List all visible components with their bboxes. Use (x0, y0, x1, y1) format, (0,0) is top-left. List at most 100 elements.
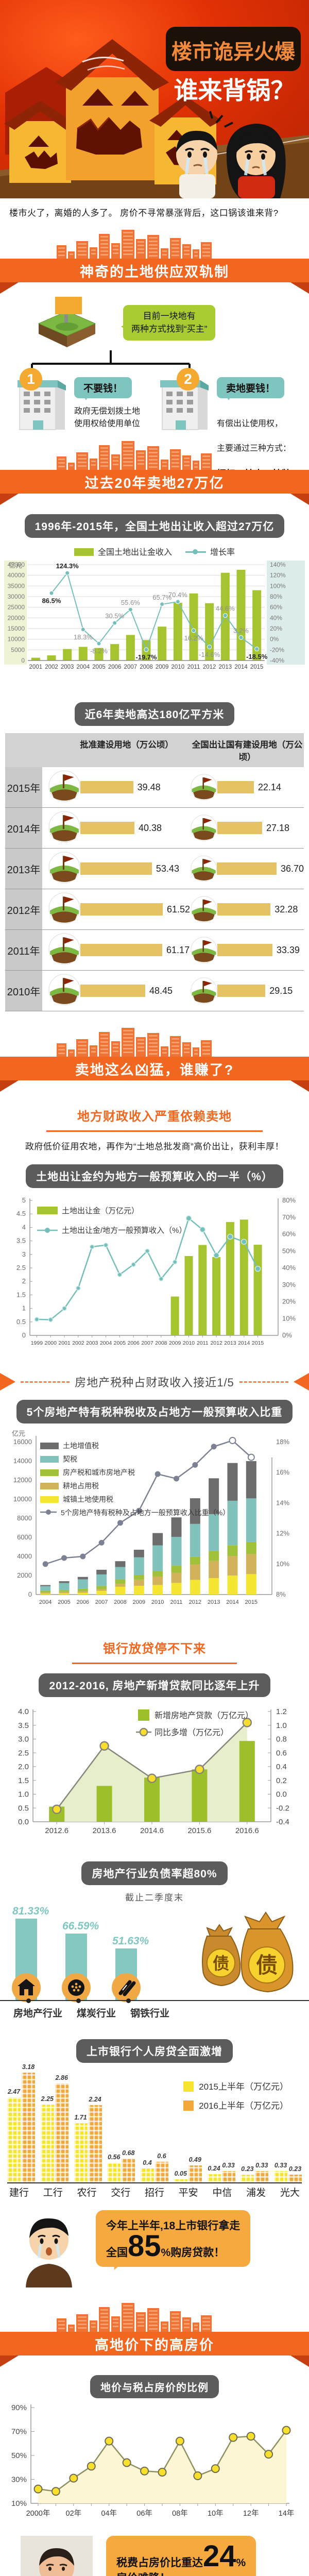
xu-row: 许家印 税费占房价比重达24% 房价难降！ (21, 2536, 309, 2576)
svg-text:2009: 2009 (156, 664, 169, 670)
banner-20-years: 过去20年卖地27万亿 (0, 438, 309, 506)
svg-text:2011: 2011 (170, 1599, 183, 1605)
bubble-85: 今年上半年,18上市银行拿走 全国85%购房贷款！ (96, 2210, 251, 2267)
land-table-row: 2013年 53.43 36.70 (5, 849, 304, 889)
svg-text:18.3%: 18.3% (74, 633, 93, 641)
land-flag-icon (191, 815, 217, 841)
bank-name: 招行 (144, 2188, 164, 2198)
svg-text:2015: 2015 (245, 1599, 258, 1605)
debt-label: 煤炭行业 (77, 2008, 116, 2019)
svg-text:0: 0 (21, 657, 25, 664)
svg-text:35000: 35000 (8, 582, 25, 589)
svg-text:4.0: 4.0 (18, 1707, 29, 1716)
loans-chart: 0.0 0.5 1.0 1.5 2.0 2.5 3.0 3.5 4.0 -0.4 -0.2 0.0 0.… (18, 1707, 289, 1835)
banner-who-profits: 卖地这么凶猛，谁赚了? (0, 1025, 309, 1093)
intro-paragraph: 楼市火了，离婚的人多了。 房价不寻常暴涨背后，这口锅该谁来背? (9, 208, 279, 218)
svg-text:-0.2: -0.2 (276, 1804, 289, 1812)
land-flag-icon (191, 937, 217, 963)
tax-divider: 房地产税种占财政收入接近1/5 (0, 1373, 309, 1391)
svg-text:0.6: 0.6 (276, 1749, 287, 1757)
svg-text:04年: 04年 (101, 2509, 117, 2518)
svg-text:90%: 90% (11, 2403, 27, 2412)
svg-text:2003: 2003 (86, 1340, 98, 1346)
svg-text:2001: 2001 (29, 664, 43, 670)
svg-text:2015.6: 2015.6 (187, 1826, 211, 1835)
svg-text:2.0: 2.0 (18, 1762, 29, 1771)
svg-text:2016.6: 2016.6 (235, 1826, 259, 1835)
banner-title: 卖地这么凶猛，谁赚了? (75, 1062, 234, 1078)
option-2-bubble: 卖地要钱！ (217, 377, 285, 400)
svg-text:06年: 06年 (136, 2509, 152, 2518)
svg-text:80%: 80% (270, 593, 282, 600)
svg-text:10000: 10000 (8, 636, 25, 643)
chart4-title: 2012-2016, 房地产新增贷款同比逐年上升 (39, 1673, 270, 1697)
svg-text:2015: 2015 (250, 664, 264, 670)
banner-high-price: 高地价下的高房价 (0, 2300, 309, 2368)
bank-name: 浦发 (246, 2188, 266, 2198)
bank-bar-group-光大: 0.33 0.23 (274, 2162, 302, 2182)
svg-text:45000: 45000 (8, 561, 25, 568)
svg-text:1.0: 1.0 (276, 1721, 287, 1730)
banner-dual-track: 神奇的土地供应双轨制 (0, 227, 309, 295)
svg-text:55.6%: 55.6% (121, 599, 140, 606)
svg-text:2000: 2000 (17, 1571, 32, 1579)
land-table-row: 2012年 61.52 32.28 (5, 889, 304, 930)
svg-text:2005: 2005 (58, 1599, 70, 1605)
svg-text:8%: 8% (276, 1590, 286, 1598)
land-table: 批准建设用地（万公顷） 全国出让国有建设用地（万公顷） 2015年 39.48 22… (5, 733, 304, 1011)
svg-text:0.2: 0.2 (276, 1776, 287, 1785)
svg-text:2012: 2012 (203, 664, 216, 670)
svg-text:2010: 2010 (183, 1340, 195, 1346)
svg-text:2005: 2005 (114, 1340, 126, 1346)
svg-text:耕地占用税: 耕地占用税 (63, 1482, 99, 1490)
svg-text:20000: 20000 (8, 614, 25, 621)
bank-bar-group-中信: 0.24 0.33 (207, 2162, 235, 2182)
svg-text:2011: 2011 (187, 664, 200, 670)
svg-text:16.2%: 16.2% (184, 634, 203, 642)
land-flag-icon (48, 933, 80, 964)
land-flag-icon (191, 896, 217, 923)
svg-text:3.0: 3.0 (18, 1735, 29, 1744)
svg-text:2004: 2004 (77, 664, 90, 670)
dual-track-diagram: 目前一块地有 两种方式找到“买主” 1 不要钱！ 政府无偿划拨土地 使用权给使用… (0, 295, 309, 479)
bank-bar-group-招行: 0.4 0.6 (141, 2153, 168, 2182)
svg-text:0.5: 0.5 (18, 1804, 29, 1812)
svg-text:14%: 14% (276, 1499, 289, 1506)
svg-text:2014: 2014 (234, 664, 248, 670)
option-1-bubble: 不要钱！ (74, 377, 132, 400)
svg-text:2014.6: 2014.6 (140, 1826, 164, 1835)
svg-text:2007: 2007 (141, 1340, 153, 1346)
hero-header: 楼市诡异火爆 谁来背锅？ (0, 0, 309, 198)
svg-text:0.4: 0.4 (276, 1762, 287, 1771)
building-icon (18, 380, 66, 430)
land-flag-icon (48, 974, 80, 1005)
bank-mortgage-chart: 2015上半年（万亿元） 2016上半年（万亿元） 2.47 3.18 2.25 2.… (0, 2063, 309, 2201)
svg-text:0.0: 0.0 (276, 1790, 287, 1799)
land-table-row: 2011年 61.17 33.39 (5, 930, 304, 971)
chart1-title: 1996年-2015年，全国土地出让收入超过27万亿 (24, 514, 285, 538)
svg-text:14000: 14000 (13, 1457, 32, 1465)
svg-text:2013: 2013 (208, 1599, 220, 1605)
chart5-title: 地价与税占房价的比例 (90, 2375, 219, 2398)
bank-bar-group-农行: 1.71 2.24 (74, 2096, 102, 2182)
svg-text:5个房地产特有税种及占地方一般预算收入比重（%）: 5个房地产特有税种及占地方一般预算收入比重（%） (61, 1509, 230, 1517)
svg-text:3.5: 3.5 (18, 1721, 29, 1730)
skyline-icon (0, 438, 309, 470)
banner-title: 神奇的土地供应双轨制 (80, 264, 229, 280)
steel-icon (111, 1973, 141, 2005)
svg-text:土地增值税: 土地增值税 (63, 1442, 99, 1450)
svg-text:新增房地产贷款（万亿元）: 新增房地产贷款（万亿元） (154, 1711, 253, 1720)
svg-text:08年: 08年 (172, 2509, 188, 2518)
xu-portrait: 许家印 (21, 2536, 93, 2576)
crying-man (176, 130, 217, 198)
taxes-chart: 亿元 0 2000 4000 6000 8000 10000 12000 14000 16000 8… (12, 1430, 289, 1605)
svg-text:-19.7%: -19.7% (135, 653, 157, 661)
svg-text:亿元: 亿元 (9, 562, 22, 569)
svg-text:30000: 30000 (8, 593, 25, 600)
big-85: 85 (128, 2229, 161, 2263)
svg-text:-18.5%: -18.5% (246, 653, 268, 660)
svg-text:8000: 8000 (17, 1514, 32, 1522)
bank-name: 平安 (178, 2188, 198, 2198)
svg-text:0.8: 0.8 (276, 1735, 287, 1744)
svg-text:2011: 2011 (197, 1340, 209, 1346)
